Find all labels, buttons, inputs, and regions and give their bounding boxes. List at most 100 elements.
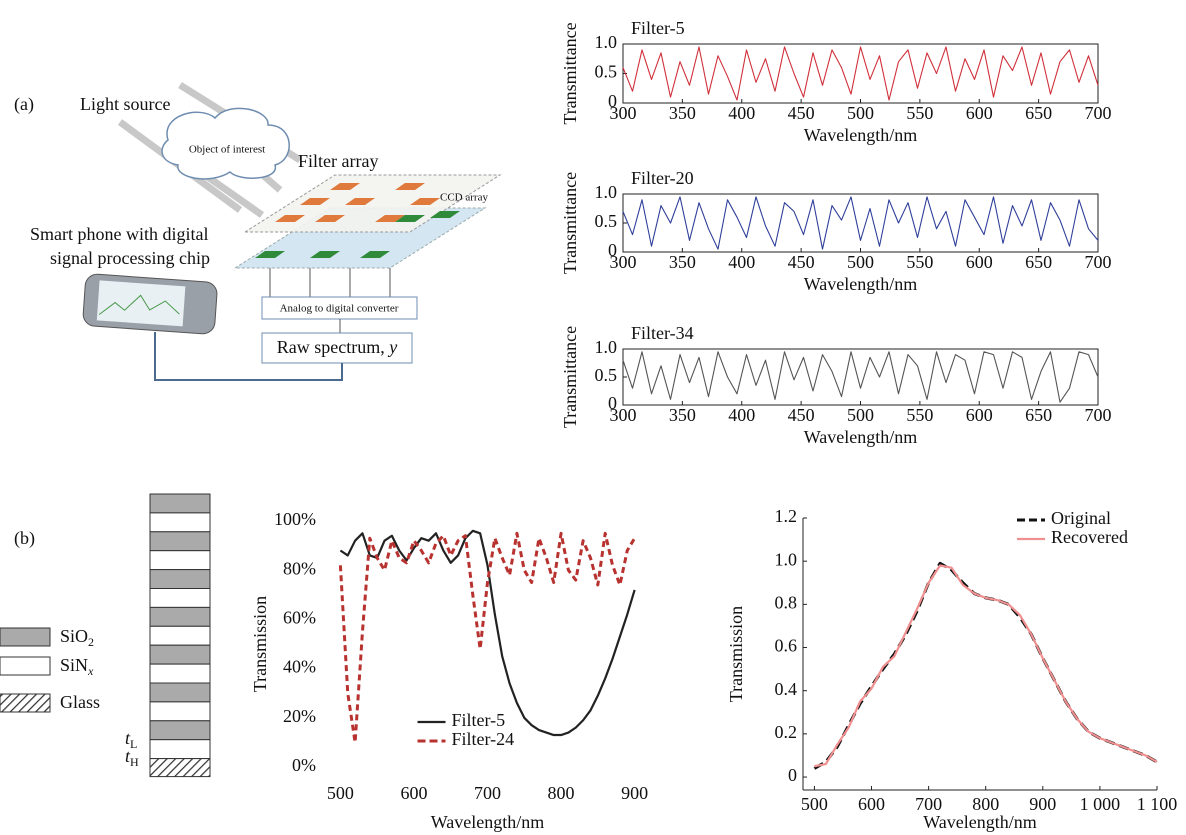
layer: [149, 644, 211, 665]
x-tick-label: 300: [610, 405, 637, 425]
x-axis-label: Wavelength/nm: [923, 812, 1037, 832]
x-tick-label: 400: [728, 405, 755, 425]
thickness-sub: H: [130, 755, 139, 769]
x-tick-label: 550: [906, 405, 933, 425]
y-tick-label: 1.0: [595, 337, 618, 357]
layer: [149, 493, 211, 514]
chart: 0 0.5 1.0 300 350 400 450 500 550 600 650 700 Wavele…: [560, 323, 1111, 447]
ccd-label: CCD array: [440, 192, 488, 204]
x-tick-label: 700: [1085, 103, 1112, 123]
layer: [149, 569, 211, 589]
x-tick-label: 900: [621, 783, 648, 803]
legend-label: Filter-5: [452, 710, 506, 730]
x-tick-label: 400: [728, 103, 755, 123]
chart: 0% 20% 40% 60% 80% 100% 500 600 700 800 900 Wavelen…: [250, 509, 648, 832]
y-tick-label: 0.5: [595, 211, 618, 231]
x-tick-label: 800: [548, 783, 575, 803]
x-tick-label: 450: [788, 103, 815, 123]
x-tick-label: 650: [1025, 103, 1052, 123]
layer: [149, 625, 211, 646]
diagram-a: (a) Light source Object of interest Filt…: [14, 82, 502, 381]
adc-label: Analog to digital converter: [280, 303, 399, 315]
ccd-squares: [255, 211, 460, 258]
glass-substrate: [149, 758, 211, 778]
x-axis-label: Wavelength/nm: [804, 427, 918, 447]
y-tick-label: 0.5: [595, 62, 618, 82]
thickness-label: tH: [125, 746, 139, 769]
x-tick-label: 600: [966, 405, 993, 425]
legend-swatch: [0, 693, 51, 713]
x-tick-label: 700: [915, 794, 942, 814]
filter-plane: [243, 174, 502, 233]
y-tick-label: 0.4: [775, 679, 798, 699]
chart-title: Filter-34: [631, 323, 694, 343]
y-tick-label: 0%: [292, 755, 316, 775]
x-tick-label: 600: [858, 794, 885, 814]
x-axis-label: Wavelength/nm: [431, 812, 545, 832]
legend-label: Original: [1051, 508, 1111, 528]
y-tick-label: 0.5: [595, 365, 618, 385]
legend-swatch: [0, 656, 51, 676]
layer: [149, 531, 211, 552]
legend-sub: 2: [88, 635, 94, 649]
object-label: Object of interest: [189, 144, 265, 156]
chart: 0 0.5 1.0 300 350 400 450 500 550 600 650 700 Wavele…: [560, 18, 1111, 145]
y-tick-label: 0.8: [775, 592, 798, 612]
layer: [149, 682, 211, 703]
legend-base: SiN: [60, 655, 88, 675]
raw-spectrum-var: y: [387, 337, 397, 357]
x-tick-label: 400: [728, 252, 755, 272]
legend-swatch: [0, 627, 51, 647]
y-axis-label: Transmission: [726, 606, 746, 702]
data-line: [338, 531, 636, 744]
x-tick-label: 700: [474, 783, 501, 803]
chart: 0 0.5 1.0 300 350 400 450 500 550 600 650 700 Wavele…: [560, 168, 1111, 294]
signal-line: [154, 332, 343, 381]
y-tick-label: 0: [608, 240, 617, 260]
y-tick-label: 100%: [274, 509, 316, 529]
x-tick-label: 450: [788, 252, 815, 272]
y-axis-label: Transmittance: [560, 172, 580, 274]
plot-frame: [622, 43, 1099, 104]
y-tick-label: 80%: [283, 558, 316, 578]
thickness-base: t: [125, 746, 131, 766]
x-axis-label: Wavelength/nm: [804, 274, 918, 294]
y-tick-label: 1.0: [595, 32, 618, 52]
y-tick-label: 0.6: [775, 636, 798, 656]
filter-array-label: Filter array: [298, 151, 378, 171]
x-tick-label: 700: [1085, 405, 1112, 425]
x-tick-label: 500: [847, 252, 874, 272]
legend-label: Glass: [60, 692, 100, 712]
x-tick-label: 500: [327, 783, 354, 803]
data-line: [622, 46, 1099, 101]
data-line: [813, 561, 1158, 770]
x-axis-label: Wavelength/nm: [804, 125, 918, 145]
x-tick-label: 800: [972, 794, 999, 814]
x-tick-label: 350: [669, 103, 696, 123]
panel-label: (b): [14, 528, 35, 549]
layer: [149, 701, 211, 722]
x-tick-label: 700: [1085, 252, 1112, 272]
y-tick-label: 20%: [283, 706, 316, 726]
legend-sub: x: [87, 664, 94, 678]
panel-label: (a): [14, 94, 34, 115]
y-axis-label: Transmission: [250, 596, 270, 692]
x-tick-label: 650: [1025, 252, 1052, 272]
layer: [149, 720, 211, 741]
raw-spectrum-text: Raw spectrum,: [277, 337, 389, 357]
y-axis-label: Transmittance: [560, 22, 580, 124]
layer: [149, 550, 211, 571]
phone-label: Smart phone with digital: [30, 224, 208, 244]
y-tick-label: 0.2: [775, 722, 798, 742]
x-tick-label: 350: [669, 405, 696, 425]
phone: [82, 273, 218, 335]
x-tick-label: 1 100: [1137, 794, 1178, 814]
layer: [149, 512, 211, 533]
y-tick-label: 0: [788, 765, 797, 785]
connector-lines: [269, 268, 391, 297]
x-tick-label: 350: [669, 252, 696, 272]
y-tick-label: 0: [608, 91, 617, 111]
layer: [149, 663, 211, 684]
y-tick-label: 0: [608, 393, 617, 413]
